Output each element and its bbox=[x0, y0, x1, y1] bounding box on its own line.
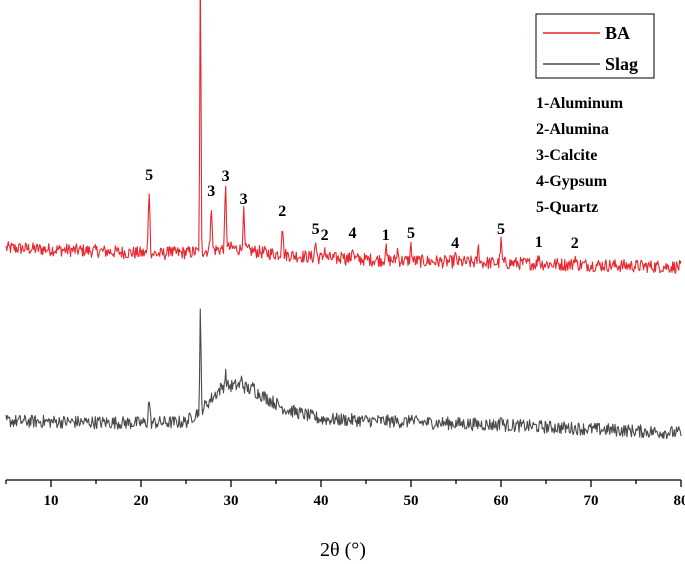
peak-label: 4 bbox=[451, 235, 459, 252]
x-tick-label: 70 bbox=[584, 493, 599, 509]
legend-label-ba: BA bbox=[605, 23, 630, 43]
x-tick-label: 30 bbox=[224, 493, 239, 509]
phase-key: 1-Aluminum 2-Alumina 3-Calcite 4-Gypsum 5-Qu… bbox=[536, 95, 624, 216]
peak-label: 3 bbox=[222, 168, 230, 185]
peak-label: 5 bbox=[407, 225, 415, 242]
phase-key-item: 1-Aluminum bbox=[536, 95, 624, 112]
x-axis: 10 20 30 40 50 60 70 80 bbox=[5, 479, 685, 509]
chart-curves bbox=[5, 0, 682, 440]
peak-label: 2 bbox=[571, 235, 579, 252]
peak-label: 1 bbox=[382, 227, 390, 244]
x-tick-label: 80 bbox=[674, 493, 685, 509]
phase-key-item: 4-Gypsum bbox=[536, 173, 608, 190]
x-axis-title: 2θ (°) bbox=[320, 539, 366, 561]
phase-key-item: 5-Quartz bbox=[536, 199, 598, 216]
peak-label: 5 bbox=[497, 221, 505, 238]
peak-label: 1 bbox=[535, 234, 543, 251]
x-tick-label: 50 bbox=[404, 493, 419, 509]
x-tick-label: 10 bbox=[44, 493, 59, 509]
legend-box bbox=[535, 13, 655, 79]
peak-label: 3 bbox=[207, 183, 215, 200]
peak-label: 3 bbox=[240, 191, 248, 208]
phase-key-item: 2-Alumina bbox=[536, 121, 609, 138]
series-line-ba bbox=[5, 0, 682, 274]
peak-label: 4 bbox=[349, 225, 357, 242]
legend: BA Slag bbox=[535, 13, 655, 79]
legend-label-slag: Slag bbox=[605, 54, 638, 74]
peak-label: 5 bbox=[145, 167, 153, 184]
series-line-slag bbox=[5, 308, 682, 440]
peak-label: 5 bbox=[312, 221, 320, 238]
x-tick-label: 40 bbox=[314, 493, 329, 509]
peak-annotations: 553332524154512 bbox=[145, 167, 579, 252]
x-tick-label: 20 bbox=[134, 493, 149, 509]
x-tick-label: 60 bbox=[494, 493, 509, 509]
peak-label: 2 bbox=[278, 203, 286, 220]
peak-label: 2 bbox=[321, 227, 329, 244]
phase-key-item: 3-Calcite bbox=[536, 147, 597, 164]
